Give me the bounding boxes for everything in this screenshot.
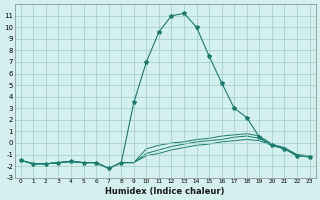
X-axis label: Humidex (Indice chaleur): Humidex (Indice chaleur) — [106, 187, 225, 196]
